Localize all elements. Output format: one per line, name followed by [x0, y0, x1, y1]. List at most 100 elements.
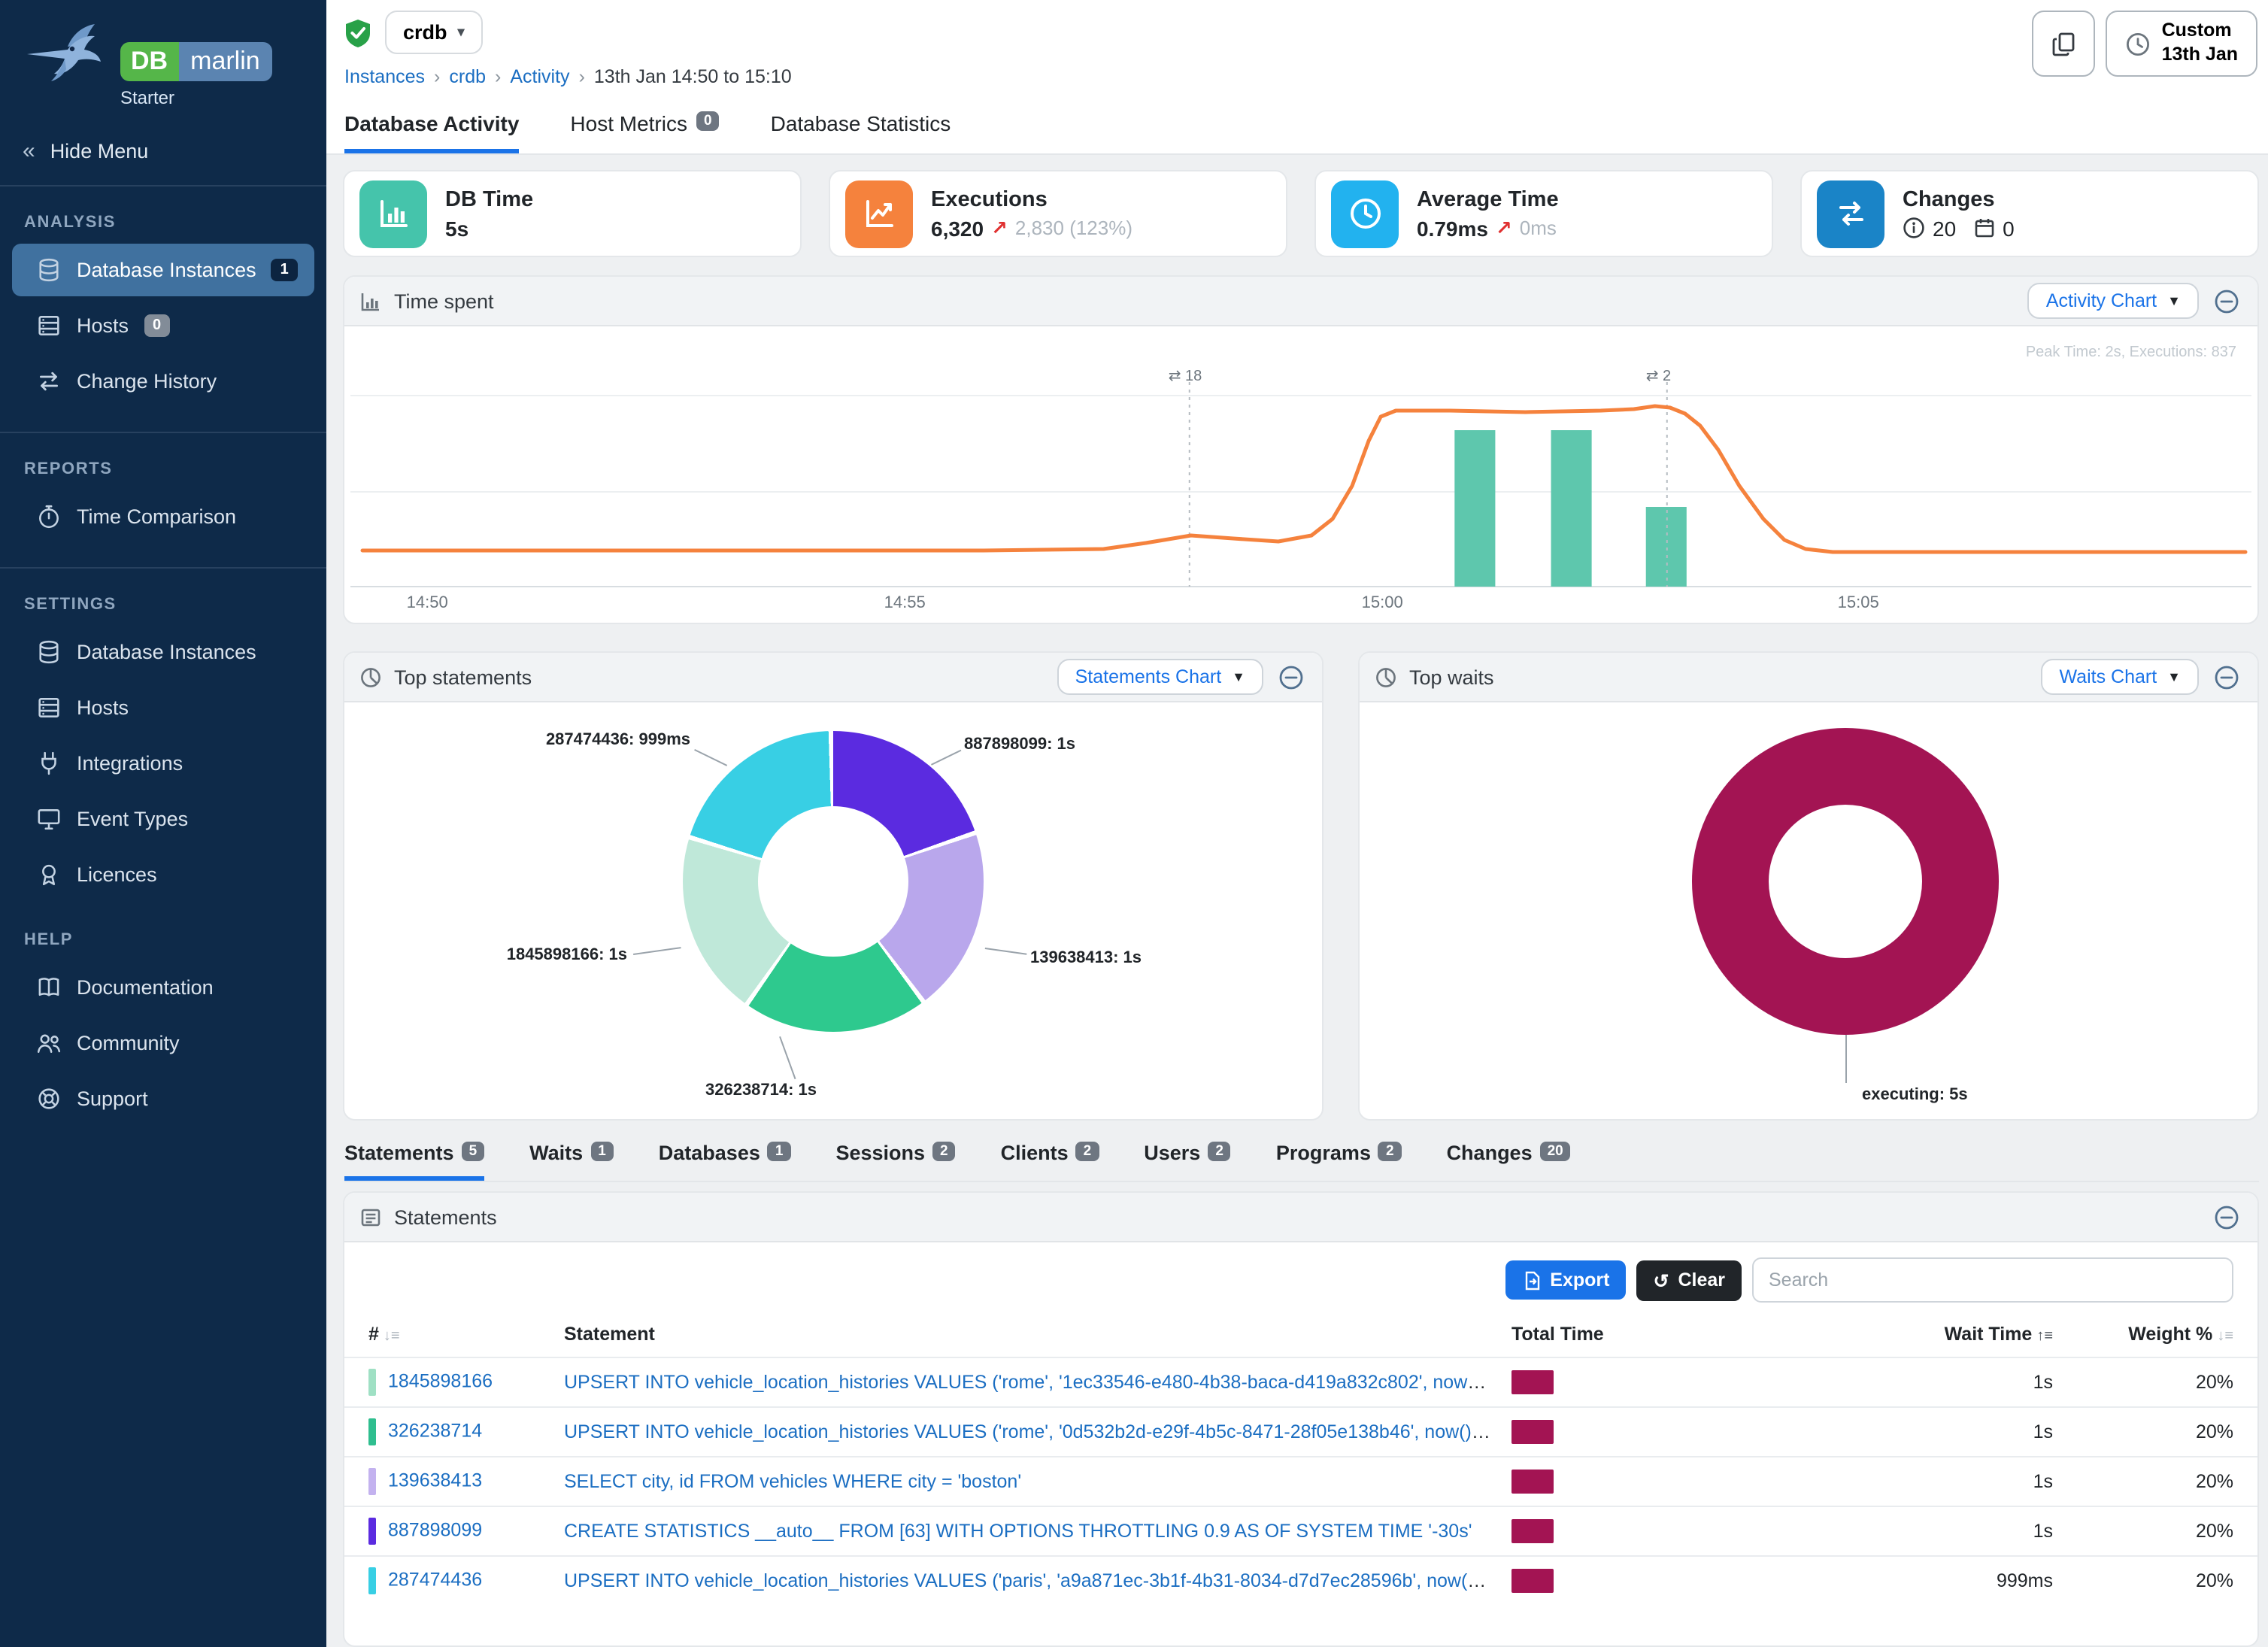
- time-range-button[interactable]: Custom 13th Jan: [2106, 11, 2257, 77]
- detail-tab-programs[interactable]: Programs 2: [1276, 1142, 1402, 1181]
- wait-time-cell: 1s: [2033, 1521, 2053, 1542]
- sidebar-sections: ANALYSIS Database Instances 1 Hosts 0 Change …: [0, 187, 326, 1125]
- column-statement[interactable]: Statement: [564, 1324, 655, 1345]
- breadcrumb-crdb[interactable]: crdb: [449, 66, 487, 87]
- table-row[interactable]: 139638413 SELECT city, id FROM vehicles W…: [344, 1456, 2257, 1506]
- change-marker-label: ⇄ 18: [1169, 368, 1202, 384]
- collapse-statements-button[interactable]: [2211, 1204, 2242, 1230]
- sidebar-item-integrations[interactable]: Integrations: [12, 737, 314, 790]
- executions-bar: [1645, 507, 1687, 587]
- minus-circle-icon: [2215, 665, 2239, 689]
- tab-badge: 1: [767, 1142, 791, 1161]
- hide-menu-button[interactable]: « Hide Menu: [0, 117, 326, 187]
- tab-badge: 2: [1075, 1142, 1099, 1161]
- tab-label: Database Statistics: [770, 111, 951, 135]
- marlin-badge: marlin: [178, 42, 272, 81]
- time-range-line1: Custom: [2161, 20, 2232, 41]
- export-button[interactable]: Export: [1505, 1260, 1627, 1300]
- detail-tab-clients[interactable]: Clients 2: [1001, 1142, 1099, 1181]
- sidebar-item-hosts[interactable]: Hosts 0: [12, 299, 314, 352]
- sidebar-item-database-instances[interactable]: Database Instances: [12, 626, 314, 678]
- search-input[interactable]: [1752, 1257, 2233, 1303]
- statement-id-link[interactable]: 1845898166: [388, 1370, 493, 1392]
- table-row[interactable]: 887898099 CREATE STATISTICS __auto__ FROM…: [344, 1506, 2257, 1555]
- copy-link-button[interactable]: [2032, 11, 2096, 77]
- change-marker-label: ⇄ 2: [1646, 368, 1671, 384]
- column-weight[interactable]: Weight % ↓≡: [2128, 1324, 2233, 1345]
- detail-tab-changes[interactable]: Changes 20: [1447, 1142, 1571, 1181]
- table-row[interactable]: 1845898166 UPSERT INTO vehicle_location_h…: [344, 1357, 2257, 1406]
- statement-id-link[interactable]: 887898099: [388, 1519, 483, 1541]
- pie-chart-icon: [359, 666, 382, 688]
- clear-button[interactable]: ↺ Clear: [1636, 1260, 1742, 1300]
- activity-chart-select[interactable]: Activity Chart ▼: [2027, 283, 2199, 319]
- book-icon: [36, 975, 62, 1000]
- detail-tab-waits[interactable]: Waits 1: [529, 1142, 614, 1181]
- sidebar-item-change-history[interactable]: Change History: [12, 355, 314, 408]
- sidebar-item-support[interactable]: Support: [12, 1072, 314, 1125]
- db-time-value: 5s: [445, 216, 469, 240]
- column-wait-time[interactable]: Wait Time ↑≡: [1944, 1324, 2053, 1345]
- sidebar-divider: [0, 432, 326, 433]
- waits-donut-chart[interactable]: [1692, 728, 1999, 1035]
- sidebar-item-label: Licences: [77, 863, 157, 886]
- breadcrumb-activity[interactable]: Activity: [510, 66, 570, 87]
- sidebar: DB marlin Starter « Hide Menu ANALYSIS Dat…: [0, 0, 326, 1647]
- statement-link[interactable]: CREATE STATISTICS __auto__ FROM [63] WIT…: [564, 1521, 1472, 1542]
- sidebar-section-title: ANALYSIS: [24, 214, 117, 232]
- tab-label: Database Activity: [344, 111, 520, 135]
- collapse-top-statements-button[interactable]: [1275, 664, 1307, 690]
- detail-tab-label: Sessions: [835, 1142, 926, 1164]
- detail-tab-statements[interactable]: Statements 5: [344, 1142, 485, 1181]
- table-row[interactable]: 326238714 UPSERT INTO vehicle_location_hi…: [344, 1406, 2257, 1456]
- tab-database-statistics[interactable]: Database Statistics: [771, 111, 951, 153]
- sidebar-item-database-instances[interactable]: Database Instances 1: [12, 244, 314, 296]
- donut-label: 326238714: 1s: [705, 1081, 817, 1100]
- activity-chart: ⇄ 18 ⇄ 2 14:50 14:55 15:00 15:05: [350, 335, 2251, 620]
- db-badge: DB: [120, 42, 179, 81]
- sidebar-item-label: Event Types: [77, 808, 189, 830]
- statement-link[interactable]: SELECT city, id FROM vehicles WHERE city…: [564, 1471, 1022, 1492]
- copy-icon: [2052, 32, 2074, 56]
- statement-link[interactable]: UPSERT INTO vehicle_location_histories V…: [564, 1421, 1511, 1442]
- x-axis-tick: 14:50: [407, 593, 448, 611]
- sidebar-item-time-comparison[interactable]: Time Comparison: [12, 490, 314, 543]
- instance-selector[interactable]: crdb ▾: [385, 11, 483, 54]
- weight-cell: 20%: [2195, 1471, 2233, 1492]
- sidebar-item-event-types[interactable]: Event Types: [12, 793, 314, 845]
- total-time-bar: [1511, 1519, 1554, 1543]
- statement-text-cell: SELECT city, id FROM vehicles WHERE city…: [564, 1471, 1511, 1492]
- statement-id-cell: 326238714: [368, 1418, 564, 1445]
- sidebar-item-label: Change History: [77, 370, 217, 393]
- statement-id-link[interactable]: 139638413: [388, 1470, 483, 1491]
- collapse-time-spent-button[interactable]: [2211, 288, 2242, 314]
- sidebar-item-hosts[interactable]: Hosts: [12, 681, 314, 734]
- statements-chart-select[interactable]: Statements Chart ▼: [1057, 659, 1263, 695]
- tab-database-activity[interactable]: Database Activity: [344, 111, 520, 153]
- export-icon: [1525, 1270, 1539, 1290]
- statement-link[interactable]: UPSERT INTO vehicle_location_histories V…: [564, 1372, 1511, 1393]
- column-total-time[interactable]: Total Time: [1511, 1324, 1604, 1345]
- changes-info-count: 20: [1933, 216, 1957, 240]
- breadcrumb-instances[interactable]: Instances: [344, 66, 426, 87]
- statements-donut-chart[interactable]: [683, 731, 984, 1032]
- column-num[interactable]: # ↓≡: [368, 1324, 400, 1345]
- detail-tab-users[interactable]: Users 2: [1144, 1142, 1231, 1181]
- waits-chart-select[interactable]: Waits Chart ▼: [2041, 659, 2199, 695]
- detail-tab-databases[interactable]: Databases 1: [659, 1142, 791, 1181]
- statement-link[interactable]: UPSERT INTO vehicle_location_histories V…: [564, 1570, 1511, 1591]
- sidebar-item-documentation[interactable]: Documentation: [12, 961, 314, 1014]
- total-time-bar: [1511, 1370, 1554, 1394]
- detail-tab-label: Users: [1144, 1142, 1201, 1164]
- top-statements-title: Top statements: [394, 666, 532, 688]
- metric-cards: DB Time 5s Executions 6,320 ↗ 2,830 (123…: [343, 170, 2259, 257]
- statement-id-link[interactable]: 287474436: [388, 1569, 483, 1591]
- collapse-top-waits-button[interactable]: [2211, 664, 2242, 690]
- tab-host-metrics[interactable]: Host Metrics 0: [570, 111, 720, 153]
- table-header: # ↓≡ Statement Total Time Wait Time ↑≡ Wei…: [344, 1315, 2257, 1357]
- detail-tab-sessions[interactable]: Sessions 2: [835, 1142, 956, 1181]
- table-row[interactable]: 287474436 UPSERT INTO vehicle_location_hi…: [344, 1555, 2257, 1605]
- sidebar-item-licences[interactable]: Licences: [12, 848, 314, 901]
- sidebar-item-community[interactable]: Community: [12, 1017, 314, 1069]
- statement-id-link[interactable]: 326238714: [388, 1420, 483, 1442]
